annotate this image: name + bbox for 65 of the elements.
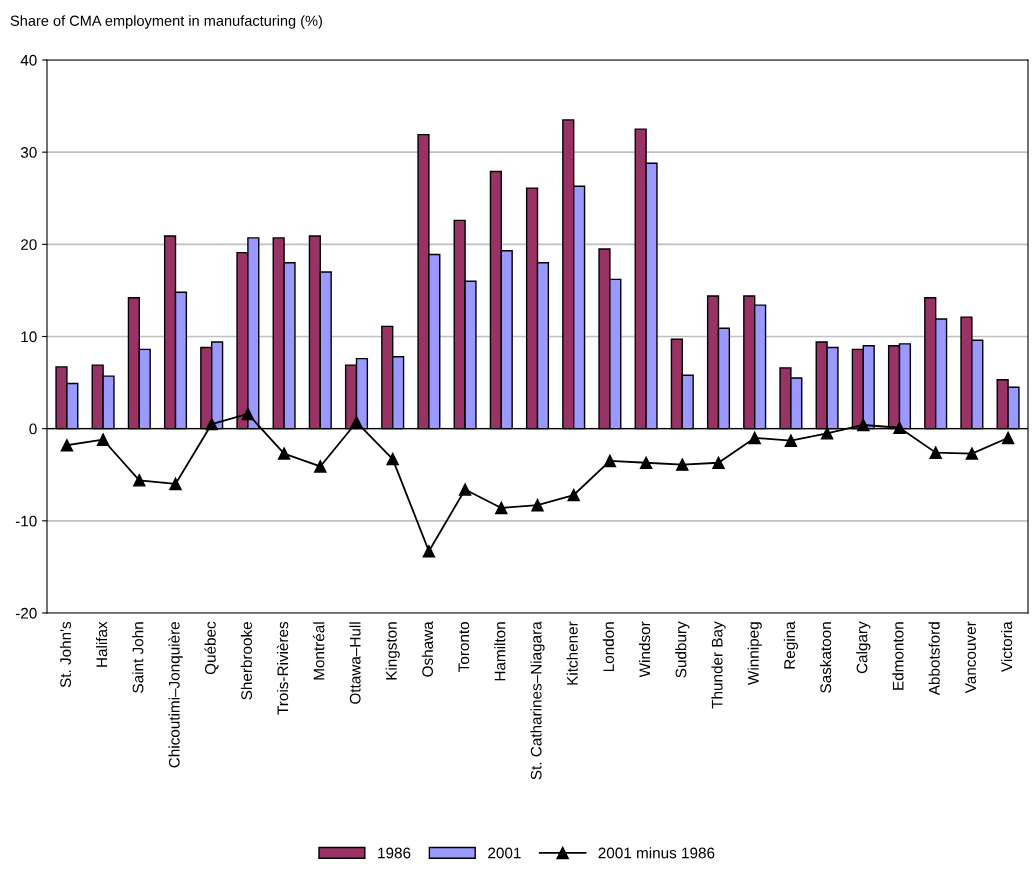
x-tick-label: Vancouver	[965, 621, 976, 694]
point	[386, 452, 399, 466]
point	[676, 458, 689, 471]
legend-label: 1986	[378, 847, 411, 859]
point	[603, 454, 617, 468]
y-tick-label: 30	[20, 147, 37, 158]
x-tick-label: Windsor	[638, 621, 651, 678]
point	[965, 447, 979, 460]
x-tick-label: Kitchener	[566, 621, 578, 685]
y-tick-label: 10	[21, 331, 37, 343]
point	[458, 483, 472, 496]
point	[241, 407, 255, 421]
x-tick-label: Sudbury	[675, 621, 690, 678]
x-tick-label: Toronto	[458, 621, 470, 672]
x-tick-label: Regina	[783, 621, 799, 669]
x-tick-label: Montréal	[313, 622, 325, 680]
x-tick-label: Edmonton	[892, 622, 904, 690]
x-tick-label: Calgary	[856, 621, 871, 674]
point	[350, 415, 363, 429]
x-tick-label: Sherbrooke	[240, 622, 253, 700]
x-tick-label: St. Catharines–Niagara	[530, 621, 545, 780]
point	[60, 439, 74, 452]
point	[495, 501, 508, 515]
point	[639, 456, 653, 470]
x-tick-label: Kingston	[385, 622, 400, 680]
point	[96, 433, 110, 446]
point	[205, 417, 218, 431]
legend-label: 2001 minus 1986	[598, 847, 715, 859]
y-tick-label: 40	[20, 54, 37, 66]
point	[567, 488, 580, 502]
y-tick-label: 20	[21, 239, 37, 251]
point	[314, 460, 327, 473]
x-tick-label: Hamilton	[494, 622, 506, 681]
point	[857, 418, 870, 432]
x-tick-label: Winnipeg	[747, 622, 762, 685]
point	[531, 498, 544, 512]
x-tick-label: Oshawa	[421, 621, 433, 677]
point	[893, 421, 906, 434]
point	[820, 427, 834, 440]
x-tick-label: St. John's	[59, 621, 72, 688]
x-tick-label: Québec	[204, 621, 219, 675]
y-tick-label: -10	[15, 515, 37, 527]
y-tick-label: -20	[15, 607, 37, 619]
point	[169, 477, 182, 491]
x-tick-label: Chicoutimi–Jonquière	[168, 622, 183, 768]
x-tick-label: Victoria	[1000, 621, 1013, 672]
point	[748, 431, 761, 445]
point	[277, 447, 291, 460]
point	[133, 474, 146, 487]
y-tick-label: 0	[29, 423, 37, 435]
legend-label: 2001	[488, 847, 521, 859]
x-tick-label: Saint John	[132, 622, 144, 693]
point	[784, 434, 798, 447]
point	[929, 446, 942, 459]
y-axis-title: Share of CMA employment in manufacturing (%)	[10, 15, 322, 29]
x-tick-label: Thunder Bay	[711, 621, 726, 709]
point	[1001, 431, 1015, 445]
point	[422, 544, 436, 558]
point	[712, 456, 725, 470]
x-tick-label: Saskatoon	[819, 622, 832, 693]
x-tick-label: Ottawa–Hull	[349, 622, 361, 704]
x-tick-label: Halifax	[95, 621, 108, 667]
x-tick-label: Trois-Rivières	[276, 621, 289, 715]
x-tick-label: London	[602, 622, 614, 672]
x-tick-label: Abbotsford	[928, 622, 940, 696]
